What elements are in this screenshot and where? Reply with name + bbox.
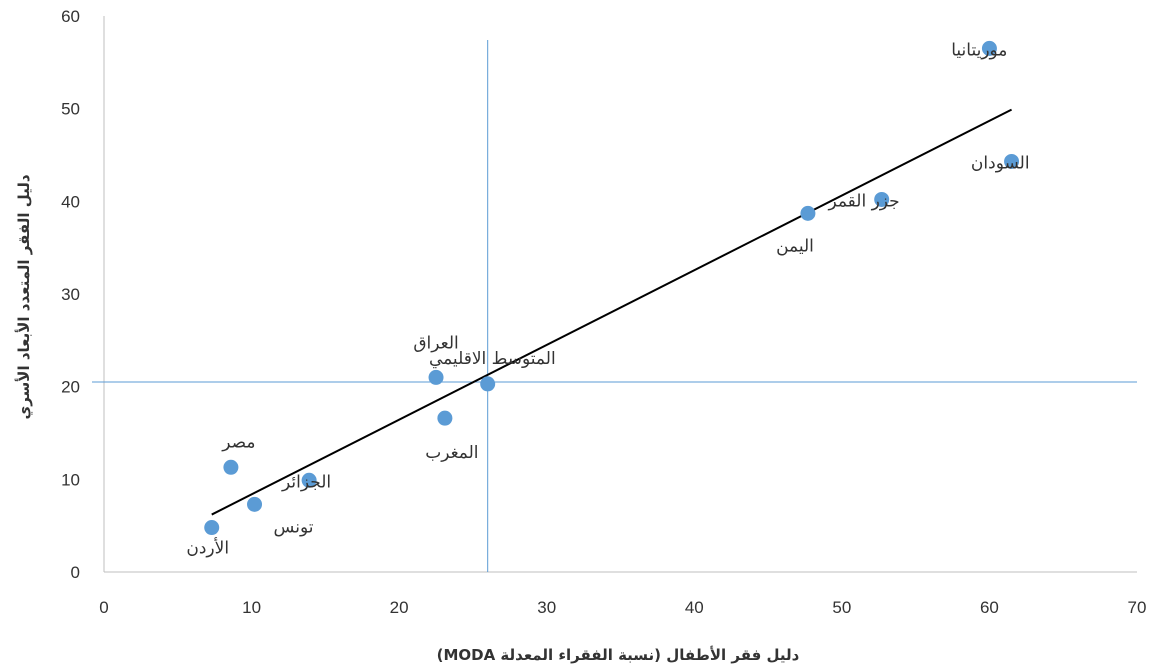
data-point xyxy=(247,496,263,512)
point-label: المغرب xyxy=(425,443,478,463)
point-label: اليمن xyxy=(776,236,814,256)
x-tick-label: 30 xyxy=(537,598,556,617)
data-point xyxy=(204,520,220,536)
x-tick-label: 60 xyxy=(980,598,999,617)
point-label: الأردن xyxy=(186,538,229,559)
x-tick-label: 70 xyxy=(1128,598,1147,617)
data-point xyxy=(981,40,997,56)
data-point xyxy=(301,472,317,488)
data-point xyxy=(480,376,496,392)
data-points xyxy=(204,40,1020,536)
trendline xyxy=(211,108,1013,516)
x-tick-label: 40 xyxy=(685,598,704,617)
x-axis-title: دليل فقر الأطفال (نسبة الفقراء المعدلة M… xyxy=(437,646,800,664)
point-label: السودان xyxy=(971,153,1030,173)
y-tick-label: 10 xyxy=(61,470,80,489)
y-tick-label: 30 xyxy=(61,285,80,304)
y-tick-label: 60 xyxy=(61,7,80,26)
reference-lines xyxy=(92,40,1137,572)
point-label: موريتانيا xyxy=(951,40,1007,60)
point-label: جزر القمر xyxy=(827,191,899,211)
point-labels: موريتانيا السودان جزر القمر اليمن العراقالمت… xyxy=(186,40,1029,558)
point-label: العراق xyxy=(413,333,458,353)
axes: 0 10 20 30 40 50 60 70 0 10 20 30 40 50 60 xyxy=(61,7,1146,617)
data-point xyxy=(437,410,453,426)
point-label: مصر xyxy=(221,432,255,452)
data-point xyxy=(1004,153,1020,169)
x-tick-label: 20 xyxy=(390,598,409,617)
point-label: تونس xyxy=(274,517,314,537)
point-label: الجزائر xyxy=(281,472,331,492)
y-tick-label: 40 xyxy=(61,192,80,211)
y-tick-label: 50 xyxy=(61,100,80,119)
data-point xyxy=(223,459,239,475)
data-point xyxy=(800,205,816,221)
y-axis-title: دليل الفقر المتعدد الأبعاد الأسري xyxy=(15,174,34,419)
data-point xyxy=(874,191,890,207)
trendline-group xyxy=(211,108,1013,516)
x-tick-label: 0 xyxy=(99,598,108,617)
y-tick-label: 0 xyxy=(71,563,80,582)
x-tick-label: 50 xyxy=(832,598,851,617)
x-tick-label: 10 xyxy=(242,598,261,617)
data-point xyxy=(428,369,444,385)
point-label: المتوسط الاقليمي xyxy=(429,349,556,369)
y-tick-label: 20 xyxy=(61,378,80,397)
